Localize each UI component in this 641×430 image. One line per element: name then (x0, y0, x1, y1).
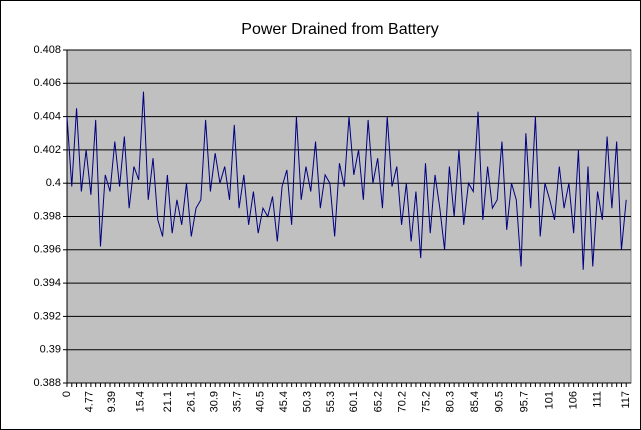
x-tick-label: 70.2 (396, 391, 408, 412)
x-tick-label: 4.77 (84, 391, 96, 412)
x-tick-label: 111 (591, 391, 603, 408)
y-tick-label: 0.4 (46, 177, 61, 189)
x-tick-label: 95.7 (518, 391, 530, 412)
line-series (66, 91, 627, 270)
y-tick-label: 0.392 (33, 310, 61, 322)
x-tick-label: 65.2 (373, 391, 385, 412)
x-tick-label: 35.7 (232, 391, 244, 412)
x-tick-label: 55.3 (325, 391, 337, 412)
x-tick-label: 26.1 (186, 391, 198, 412)
x-tick-label: 45.4 (278, 391, 290, 412)
x-tick-label: 50.3 (301, 391, 313, 412)
x-tick-label: 117 (620, 391, 632, 409)
x-tick-label: 15.4 (135, 391, 147, 412)
y-tick-label: 0.402 (33, 144, 61, 156)
x-tick-label: 90.5 (493, 391, 505, 412)
y-tick-label: 0.398 (33, 210, 61, 222)
x-tick-label: 30.9 (209, 391, 221, 412)
y-tick-label: 0.404 (33, 111, 61, 123)
x-tick-label: 9.39 (106, 391, 118, 412)
x-tick-label: 75.2 (420, 391, 432, 412)
x-tick-label: 60.1 (348, 391, 360, 412)
y-tick-label: 0.408 (33, 44, 61, 56)
y-tick-label: 0.39 (40, 344, 61, 356)
x-tick-label: 0 (61, 391, 73, 397)
y-tick-label: 0.388 (33, 377, 61, 389)
x-tick-label: 101 (544, 391, 556, 409)
x-tick-label: 40.5 (254, 391, 266, 412)
x-tick-label: 21.1 (162, 391, 174, 412)
x-tick-label: 80.3 (445, 391, 457, 412)
x-tick-label: 106 (568, 391, 580, 409)
y-tick-label: 0.406 (33, 77, 61, 89)
y-tick-label: 0.394 (33, 277, 61, 289)
x-tick-label: 85.4 (469, 391, 481, 412)
y-tick-label: 0.396 (33, 244, 61, 256)
chart-title: Power Drained from Battery (241, 21, 438, 38)
